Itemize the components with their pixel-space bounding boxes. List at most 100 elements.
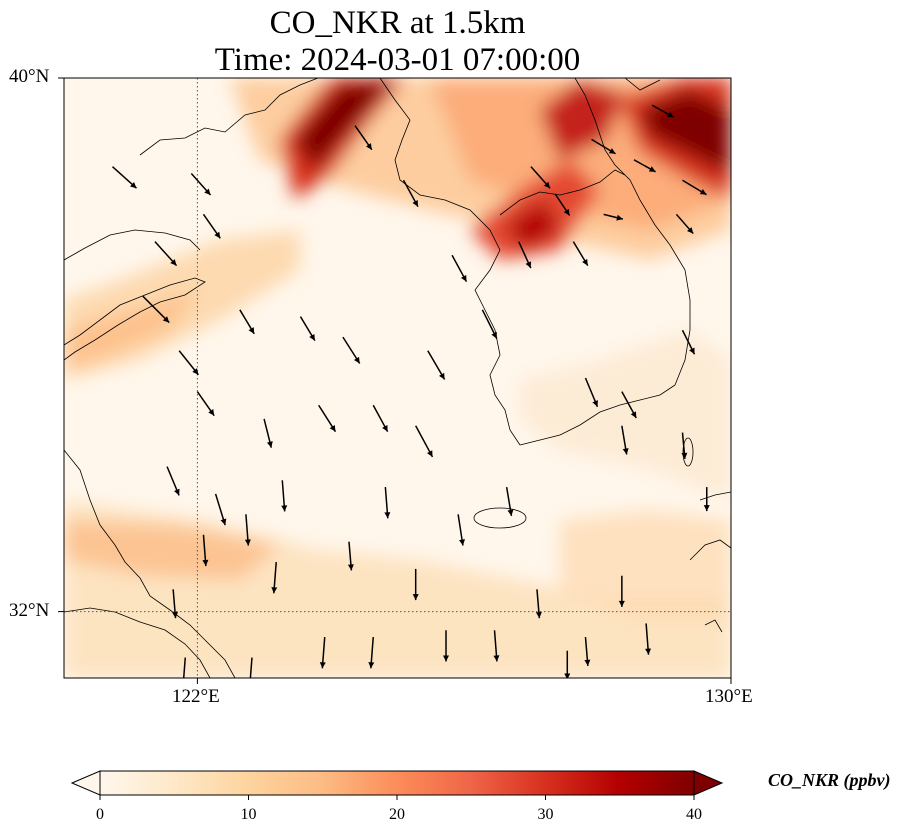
wind-arrow: [564, 650, 571, 678]
wind-arrow: [299, 316, 316, 342]
colorbar-label: CO_NKR (ppbv): [768, 770, 891, 790]
wind-arrow: [443, 630, 450, 662]
coastline-korea-east: [574, 78, 691, 386]
band-shandong-core: [64, 290, 200, 370]
wind-arrow: [584, 637, 591, 666]
map-frame: [63, 77, 732, 679]
coastlines: [64, 78, 731, 678]
plume-inland-shape: [540, 80, 625, 160]
map-panel: [58, 77, 732, 684]
wind-arrow: [457, 514, 465, 546]
coastline-shandong: [64, 277, 206, 361]
wind-arrow: [214, 493, 227, 526]
colorbar-tick-40: 40: [686, 806, 702, 823]
colorbar-ticks: [99, 795, 695, 800]
wind-arrow: [651, 104, 675, 118]
coastline-yangtze: [64, 607, 211, 678]
wind-arrow: [190, 172, 212, 196]
wind-arrow: [505, 486, 514, 517]
coastline-korea-west: [379, 78, 521, 446]
wind-arrow: [535, 589, 542, 619]
colorbar-extend-low: [70, 770, 101, 796]
wind-arrow: [518, 241, 532, 269]
wind-arrow: [142, 295, 170, 324]
wind-arrow: [645, 623, 652, 655]
colorbar-tick-30: 30: [537, 806, 554, 823]
plume-pyongyang-core: [505, 200, 560, 250]
wind-arrow: [554, 193, 571, 216]
field-south-korea: [520, 330, 731, 500]
colorbar-gradient: [99, 770, 695, 796]
wind-arrow: [682, 179, 707, 196]
colorbar-tick-20: 20: [389, 806, 405, 823]
wind-arrow: [427, 350, 446, 380]
wind-arrow: [249, 657, 253, 678]
wind-arrow: [603, 213, 624, 221]
coastline-korea-south: [519, 384, 676, 446]
coastline-bohai-west: [64, 229, 201, 261]
wind-arrow: [263, 418, 273, 448]
wind-arrow: [281, 480, 288, 512]
wind-arrow: [633, 159, 656, 173]
island-jeju: [473, 507, 527, 529]
wind-arrow: [368, 637, 375, 669]
colorbar-tick-0: 0: [96, 806, 104, 823]
coastline-korea-northeast: [624, 78, 661, 91]
colorbar-tick-10: 10: [240, 806, 257, 823]
wind-arrow: [154, 241, 178, 267]
wind-arrow: [584, 377, 599, 408]
wind-arrow: [530, 166, 551, 189]
wind-arrow: [675, 213, 694, 235]
island-tsushima: [682, 437, 694, 467]
wind-arrow: [166, 466, 180, 496]
band-south-core: [64, 520, 280, 580]
plume-nw-core: [295, 80, 395, 170]
border-north-south-korea: [499, 169, 626, 216]
wind-arrow: [354, 125, 373, 151]
wind-arrow: [493, 630, 500, 662]
wind-arrow: [178, 350, 199, 376]
wind-arrow: [591, 138, 616, 155]
wind-arrow: [681, 329, 696, 355]
plume-nw-shape: [280, 78, 405, 200]
wind-arrow: [182, 657, 187, 678]
wind-arrow: [372, 404, 389, 433]
wind-arrow: [621, 391, 637, 419]
wind-arrow: [244, 514, 251, 546]
wind-arrow: [621, 425, 629, 455]
wind-arrow: [572, 241, 589, 267]
x-tick-label-130e: 130°E: [705, 686, 753, 707]
wind-arrow: [451, 254, 468, 283]
wind-arrow: [319, 637, 326, 669]
wind-arrow: [703, 487, 710, 512]
map-time-subtitle: Time: 2024-03-01 07:00:00: [214, 42, 581, 78]
wind-arrow: [681, 432, 688, 460]
wind-arrow: [342, 336, 361, 364]
map-title: CO_NKR at 1.5km: [269, 5, 526, 41]
wind-arrow: [415, 425, 434, 458]
wind-arrow: [318, 404, 337, 433]
wind-arrow: [202, 534, 209, 567]
coastline-jiangsu: [64, 449, 236, 678]
wind-arrow: [412, 568, 419, 601]
wind-arrow: [202, 213, 221, 239]
wind-arrow: [618, 575, 625, 607]
band-south-east: [560, 510, 731, 620]
wind-arrow: [402, 179, 419, 208]
coastline-kyushu: [689, 491, 731, 633]
y-tick-label-32n: 32°N: [9, 600, 50, 621]
wind-arrow: [347, 541, 354, 571]
coastline-liaodong: [139, 78, 319, 156]
wind-arrow: [271, 562, 278, 594]
wind-arrow: [196, 391, 215, 417]
x-tick-label-122e: 122°E: [172, 686, 220, 707]
wind-arrow: [112, 166, 138, 189]
colorbar: [70, 770, 724, 800]
wind-arrow: [239, 309, 255, 335]
wind-vectors: [112, 104, 710, 678]
wind-arrow: [482, 677, 484, 678]
y-tick-label-40n: 40°N: [9, 66, 50, 87]
wind-arrow: [481, 309, 498, 339]
wind-arrow: [384, 487, 391, 519]
wind-arrow: [172, 589, 179, 619]
